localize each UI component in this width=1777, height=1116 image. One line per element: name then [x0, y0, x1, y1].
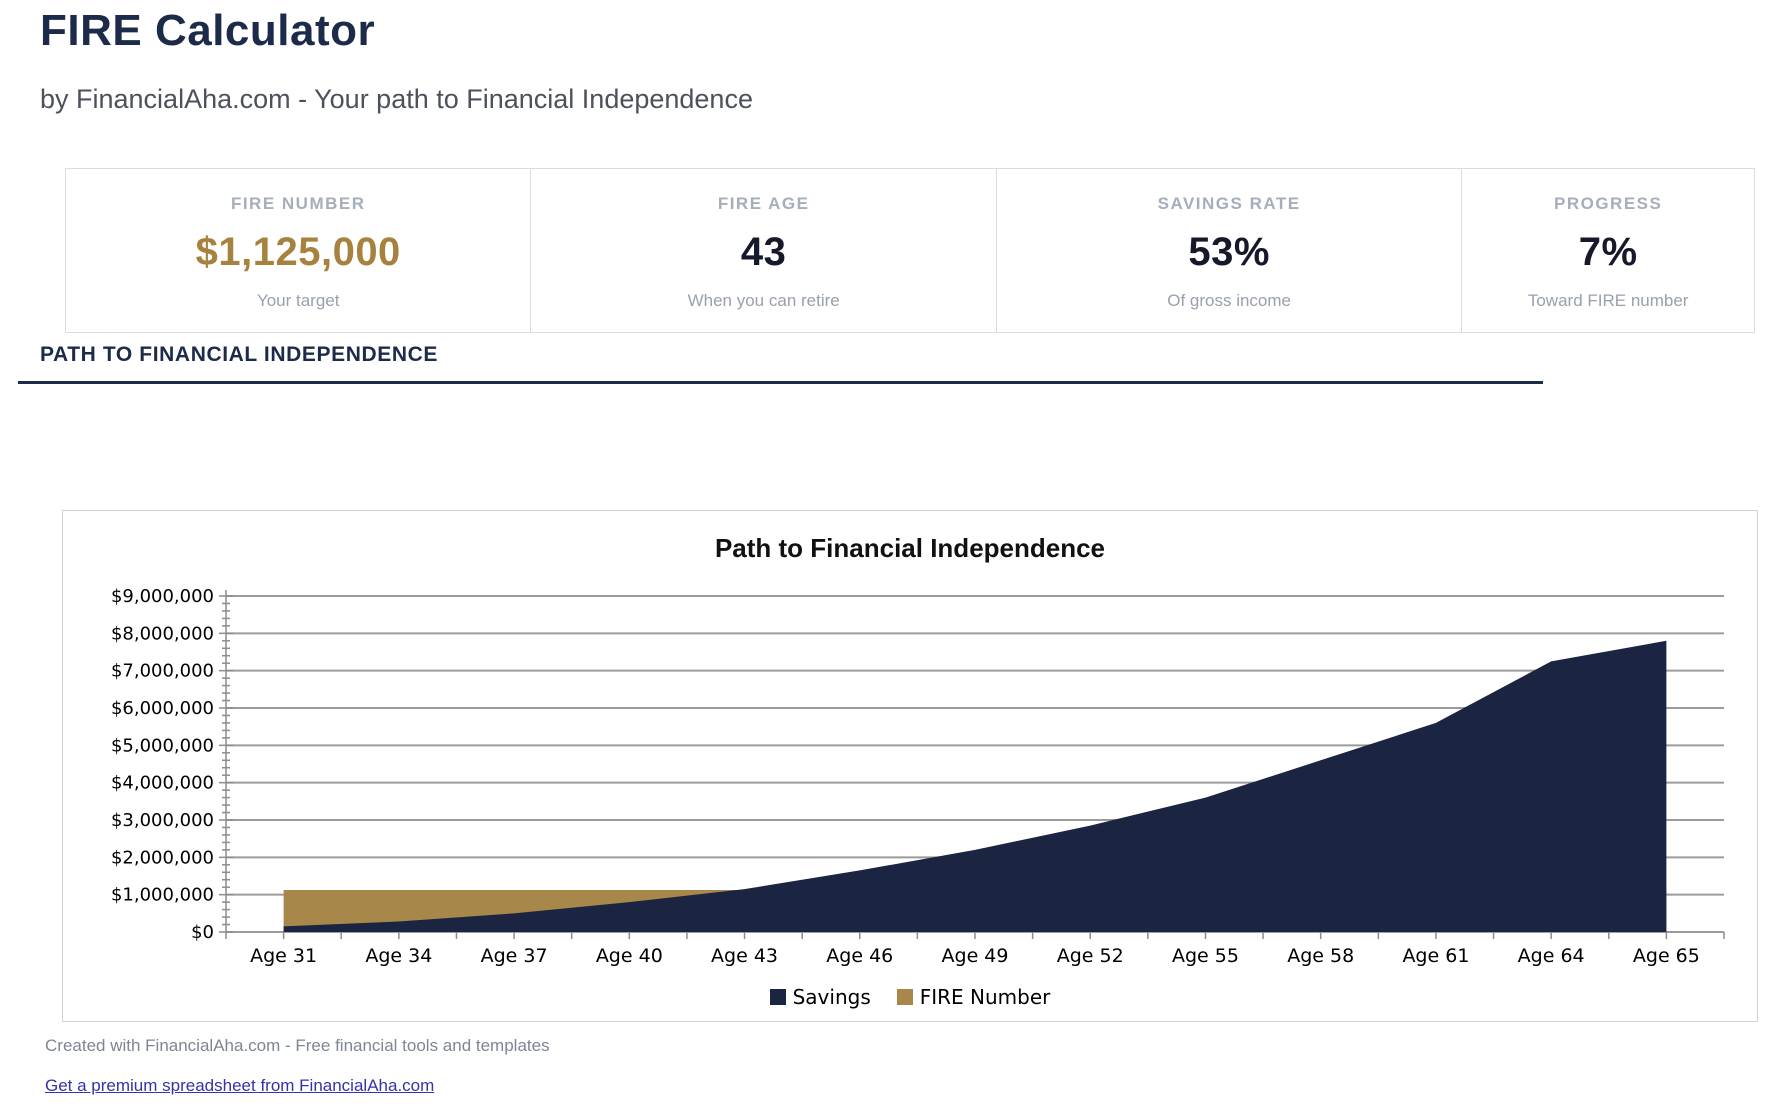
legend-swatch: [896, 989, 913, 1005]
stat-value: 43: [740, 230, 787, 274]
stat-value: 53%: [1188, 230, 1270, 274]
stat-label: SAVINGS RATE: [1157, 194, 1301, 213]
x-axis-label: Age 49: [942, 945, 1009, 967]
page-title: FIRE Calculator: [40, 6, 376, 55]
stat-value: 7%: [1578, 230, 1638, 274]
fire-chart-svg: $0 $1,000,000 $2,000,000 $3,000,000 $4,000,0…: [111, 586, 1725, 967]
x-axis-label: Age 46: [826, 945, 893, 967]
stat-card-fire-age: FIRE AGE 43 When you can retire: [531, 169, 997, 332]
stat-sublabel: When you can retire: [687, 291, 840, 310]
legend-label: FIRE Number: [919, 985, 1051, 1009]
y-axis-label: $1,000,000: [111, 885, 214, 906]
premium-spreadsheet-link[interactable]: Get a premium spreadsheet from Financial…: [45, 1076, 435, 1095]
stat-label: FIRE AGE: [717, 194, 810, 213]
y-axis-label: $8,000,000: [111, 623, 214, 644]
y-axis-label: $0: [191, 922, 214, 943]
legend-swatch: [769, 989, 786, 1005]
y-axis-label: $2,000,000: [111, 847, 214, 868]
legend-item-fire-number: FIRE Number: [896, 985, 1051, 1009]
stat-label: PROGRESS: [1553, 194, 1663, 213]
stat-card-fire-number: FIRE NUMBER $1,125,000 Your target: [66, 169, 532, 332]
page-subtitle: by FinancialAha.com - Your path to Finan…: [40, 84, 753, 114]
stat-value: $1,125,000: [195, 230, 401, 274]
fire-chart-container: Path to Financial Independence $0 $1,000,…: [62, 510, 1758, 1022]
stats-row: FIRE NUMBER $1,125,000 Your target FIRE …: [65, 168, 1755, 333]
y-axis-label: $5,000,000: [111, 735, 214, 756]
stat-label: FIRE NUMBER: [230, 194, 366, 213]
legend-label: Savings: [792, 985, 871, 1009]
stat-sublabel: Your target: [256, 291, 340, 310]
stat-sublabel: Of gross income: [1167, 291, 1291, 310]
x-axis-label: Age 65: [1633, 945, 1700, 967]
x-axis-label: Age 58: [1287, 945, 1354, 967]
x-axis-label: Age 64: [1518, 945, 1585, 967]
x-axis-label: Age 43: [711, 945, 778, 967]
chart-title: Path to Financial Independence: [714, 533, 1106, 563]
y-axis-label: $7,000,000: [111, 661, 214, 682]
x-axis-label: Age 40: [596, 945, 663, 967]
section-heading: PATH TO FINANCIAL INDEPENDENCE: [40, 343, 438, 366]
y-axis-label: $4,000,000: [111, 773, 214, 794]
footer-credit: Created with FinancialAha.com - Free fin…: [45, 1036, 550, 1055]
x-axis-label: Age 37: [481, 945, 548, 967]
y-axis-label: $9,000,000: [111, 586, 214, 607]
x-axis-label: Age 55: [1172, 945, 1239, 967]
stat-card-progress: PROGRESS 7% Toward FIRE number: [1462, 169, 1754, 332]
chart-legend: Savings FIRE Number: [63, 985, 1757, 1009]
x-axis-label: Age 31: [250, 945, 317, 967]
x-axis-label: Age 34: [365, 945, 432, 967]
x-axis-label: Age 52: [1057, 945, 1124, 967]
legend-item-savings: Savings: [769, 985, 871, 1009]
stat-sublabel: Toward FIRE number: [1527, 291, 1689, 310]
section-divider: [18, 381, 1543, 384]
x-axis-label: Age 61: [1402, 945, 1469, 967]
stat-card-savings-rate: SAVINGS RATE 53% Of gross income: [997, 169, 1463, 332]
y-axis-label: $3,000,000: [111, 810, 214, 831]
y-axis-label: $6,000,000: [111, 698, 214, 719]
savings-area: [283, 640, 1667, 932]
